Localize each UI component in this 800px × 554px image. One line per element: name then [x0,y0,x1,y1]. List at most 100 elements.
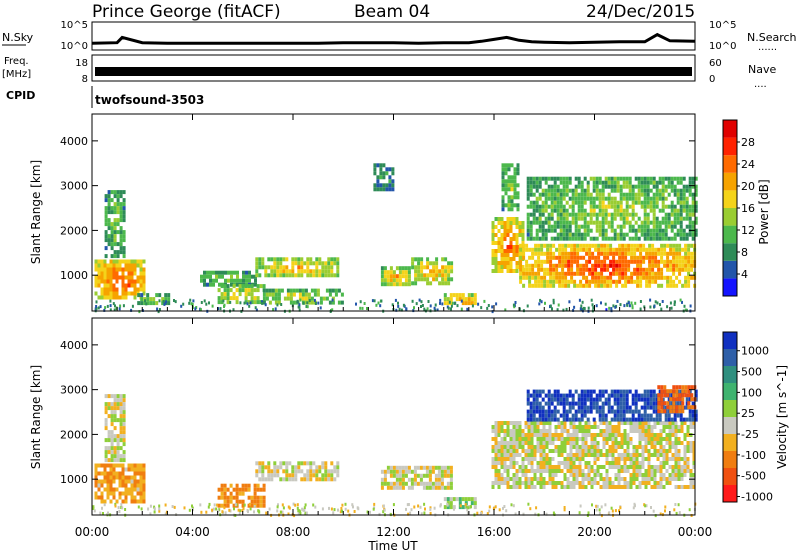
echo-cell [561,267,565,272]
echo-cell [576,255,580,260]
echo-cell [229,509,232,513]
echo-cell [607,397,611,402]
echo-cell [662,461,666,465]
echo-cell [602,465,606,469]
echo-cell [683,437,687,441]
echo-cell [589,216,593,221]
echo-cell [526,176,530,181]
echo-cell [127,491,131,496]
echo-cell [685,188,689,193]
echo-cell [309,473,313,478]
echo-cell [615,251,619,256]
echo-cell [513,183,517,188]
echo-cell [426,277,430,282]
echo-cell [380,469,384,474]
echo-cell [527,445,531,449]
echo-cell [103,271,107,276]
echo-cell [376,183,380,188]
echo-cell [684,263,688,268]
echo-cell [121,499,125,504]
echo-cell [595,204,599,209]
echo-cell [622,393,626,398]
echo-cell [623,453,627,457]
echo-cell [612,255,616,260]
echo-cell [506,261,510,265]
echo-cell [223,495,227,500]
echo-cell [241,499,245,504]
echo-cell [567,255,571,260]
echo-cell [191,303,194,306]
echo-cell [544,236,548,241]
echo-cell [637,397,641,402]
echo-cell [446,501,450,506]
echo-cell [97,263,101,268]
echo-cell [229,296,233,301]
echo-cell [446,297,450,302]
echo-cell [258,265,262,270]
echo-cell [519,247,523,252]
echo-cell [524,437,528,441]
echo-cell [577,393,581,398]
echo-cell [385,183,389,188]
echo-cell [116,206,120,211]
echo-cell [559,196,563,201]
echo-cell [643,208,647,213]
echo-cell [608,485,612,489]
echo-cell [285,265,289,270]
echo-cell [664,236,668,241]
echo-cell [554,437,558,441]
echo-cell [542,469,546,473]
echo-cell [267,265,271,270]
echo-cell [455,497,459,502]
echo-cell [678,251,682,256]
echo-cell [340,292,344,297]
echo-cell [577,212,581,217]
echo-cell [633,247,637,252]
echo-cell [526,192,530,197]
echo-cell [522,271,526,276]
echo-cell [248,270,251,275]
echo-cell [524,441,528,445]
echo-cell [391,183,395,188]
echo-cell [683,453,687,457]
echo-cell [562,417,566,422]
echo-cell [609,259,613,264]
echo-cell [524,473,528,477]
echo-cell [673,224,677,229]
echo-cell [632,469,636,473]
echo-cell [279,477,283,482]
echo-cell [551,473,555,477]
echo-cell [678,409,682,414]
echo-cell [122,410,126,415]
echo-cell [637,184,641,189]
echo-cell [634,232,638,237]
echo-cell [529,413,533,418]
echo-cell [638,429,642,433]
echo-cell [527,433,531,437]
echo-cell [616,417,620,422]
echo-cell [470,497,474,502]
echo-cell [602,441,606,445]
echo-cell [683,445,687,449]
echo-cell [541,224,545,229]
echo-cell [659,485,663,489]
echo-cell [530,469,534,473]
echo-cell [109,291,113,296]
echo-cell [551,481,555,485]
echo-cell [536,469,540,473]
echo-cell [501,179,505,184]
echo-cell [599,473,603,477]
echo-cell [633,271,637,276]
echo-cell [638,469,642,473]
echo-cell [644,445,648,449]
echo-cell [420,269,424,274]
echo-cell [116,446,120,451]
echo-cell [558,251,562,256]
echo-cell [671,441,675,445]
echo-cell [112,479,116,484]
echo-cell [656,457,660,461]
echo-cell [521,265,525,269]
echo-cell [604,184,608,189]
echo-cell [556,393,560,398]
echo-cell [250,300,254,305]
